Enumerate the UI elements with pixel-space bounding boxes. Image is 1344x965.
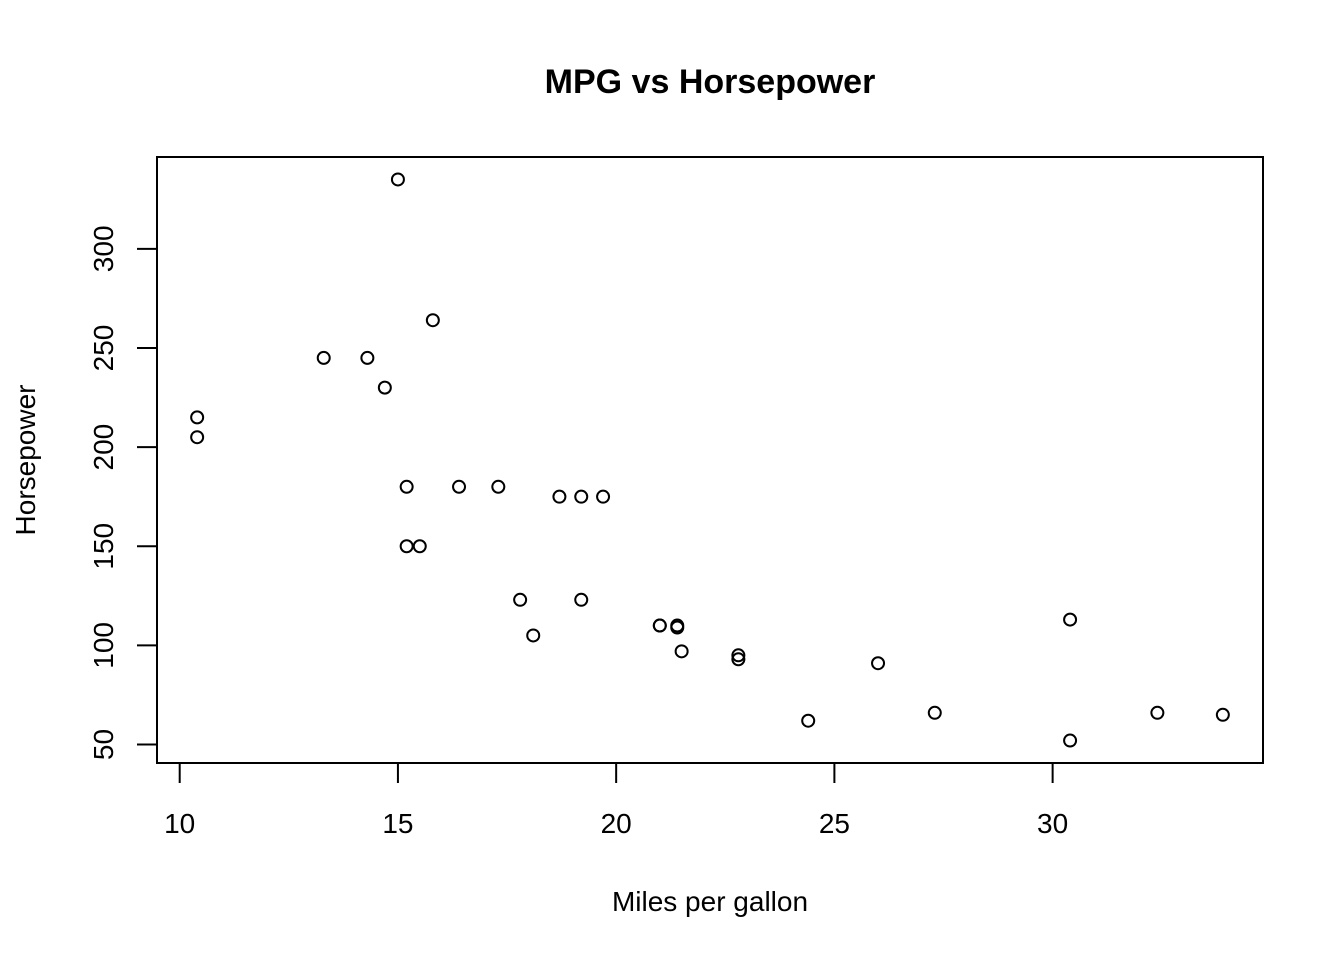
y-axis: 50 100 150 200 250 300: [88, 225, 158, 760]
data-point: [731, 648, 746, 663]
data-point: [190, 410, 205, 425]
x-tick-label: 15: [382, 808, 413, 839]
data-point: [552, 489, 567, 504]
y-tick-label: 250: [88, 325, 119, 372]
y-tick-label: 100: [88, 622, 119, 669]
data-point: [670, 620, 685, 635]
y-tick-label: 50: [88, 729, 119, 760]
x-axis-label: Miles per gallon: [612, 886, 808, 917]
x-tick-label: 10: [164, 808, 195, 839]
x-tick-label: 20: [601, 808, 632, 839]
data-point: [596, 489, 611, 504]
data-point: [526, 628, 541, 643]
data-point: [316, 350, 331, 365]
x-tick-label: 25: [819, 808, 850, 839]
data-point: [1150, 705, 1165, 720]
y-axis-label: Horsepower: [10, 385, 41, 536]
data-point: [452, 479, 467, 494]
data-point: [399, 479, 414, 494]
data-points: [190, 172, 1230, 748]
data-point: [491, 479, 506, 494]
data-point: [399, 539, 414, 554]
data-point: [412, 539, 427, 554]
plot-area-frame: [156, 156, 1264, 764]
x-axis: 10 15 20 25 30: [164, 762, 1068, 839]
data-point: [731, 652, 746, 667]
data-point: [1063, 733, 1078, 748]
y-tick-label: 150: [88, 523, 119, 570]
y-tick-label: 200: [88, 424, 119, 471]
data-point: [801, 713, 816, 728]
data-point: [1063, 612, 1078, 627]
data-point: [360, 350, 375, 365]
data-point: [377, 380, 392, 395]
data-point: [574, 489, 589, 504]
data-point: [871, 656, 886, 671]
data-point: [574, 592, 589, 607]
data-point: [674, 644, 689, 659]
data-point: [390, 172, 405, 187]
data-point: [513, 592, 528, 607]
x-tick-label: 30: [1037, 808, 1068, 839]
data-point: [927, 705, 942, 720]
chart-title: MPG vs Horsepower: [545, 63, 876, 101]
data-point: [652, 618, 667, 633]
y-tick-label: 300: [88, 225, 119, 272]
data-point: [190, 430, 205, 445]
data-point: [425, 313, 440, 328]
data-point: [1215, 707, 1230, 722]
